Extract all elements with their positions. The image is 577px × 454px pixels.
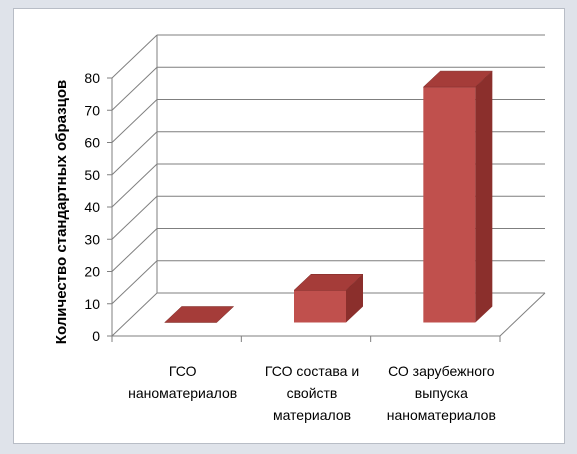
bar-top [164, 306, 235, 323]
bar-front [423, 87, 476, 323]
bar-front [294, 290, 346, 323]
floor-edge [499, 292, 546, 337]
bar-top [422, 70, 493, 88]
gridline-diagonal [111, 66, 158, 111]
y-tick-label: 60 [84, 135, 100, 151]
x-axis-labels: ГСО наноматериалов ГСО состава и свойств мат… [128, 363, 496, 423]
y-tick-label: 20 [84, 264, 100, 280]
y-axis-title: Количество стандартных образцов [53, 80, 70, 344]
x-tick-label: ГСО состава и свойств материалов [265, 363, 359, 423]
y-axis-ticks: 0 10 20 30 40 50 60 70 80 [84, 70, 100, 344]
bar [422, 70, 493, 323]
gridline-diagonal [111, 260, 158, 305]
gridline-diagonal [111, 292, 158, 337]
gridline-diagonal [111, 131, 158, 176]
gridline-diagonal [111, 99, 158, 143]
y-tick-label: 30 [84, 231, 100, 247]
y-tick-label: 80 [84, 70, 100, 86]
x-tick-label: ГСО наноматериалов [128, 363, 237, 401]
bar-side [475, 71, 493, 323]
gridline-diagonal [111, 228, 158, 272]
y-tick-label: 10 [84, 296, 100, 312]
bar [164, 306, 235, 323]
bar-top [293, 274, 364, 291]
bars [164, 70, 493, 323]
y-tick-label: 0 [92, 328, 100, 344]
gridline-diagonal [111, 34, 158, 79]
gridline-diagonal [111, 195, 158, 240]
y-tick-label: 70 [84, 102, 100, 118]
bar [293, 274, 364, 323]
y-tick-label: 50 [84, 167, 100, 183]
gridline-diagonal [111, 163, 158, 208]
x-tick-label: СО зарубежного выпуска наноматериалов [387, 363, 496, 423]
y-tick-label: 40 [84, 199, 100, 215]
